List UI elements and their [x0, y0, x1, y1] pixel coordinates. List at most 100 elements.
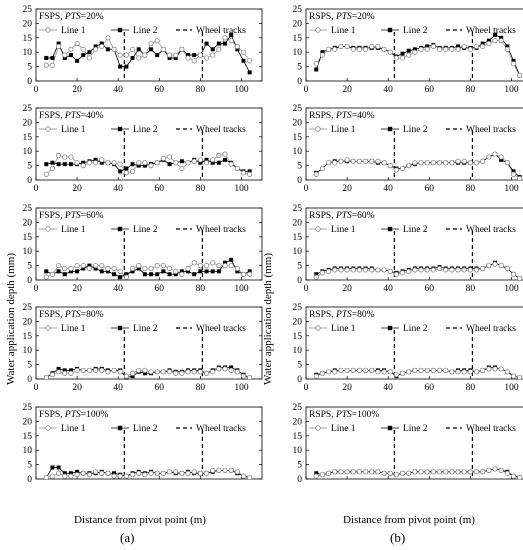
line2-point	[210, 47, 215, 52]
line1-point	[43, 474, 49, 481]
line2-point	[247, 169, 252, 174]
line1-point	[191, 369, 197, 375]
y-tick-label: 0	[27, 375, 32, 385]
line2-point	[499, 157, 504, 162]
legend-line2-marker	[117, 226, 123, 232]
x-tick-label: 60	[425, 383, 435, 393]
line2-point	[142, 272, 147, 277]
x-tick-label: 60	[155, 383, 165, 393]
line1-point	[325, 268, 332, 274]
line2-point	[50, 55, 55, 60]
y-tick-label: 5	[297, 361, 302, 371]
line1-point	[319, 370, 326, 376]
legend-line2-label: Line 2	[403, 424, 428, 434]
line1-point	[49, 165, 56, 172]
x-tick-label: 60	[425, 284, 435, 294]
line1-point	[362, 367, 369, 373]
line1-point	[517, 275, 523, 282]
series-line1	[45, 153, 250, 175]
line1-point	[424, 367, 430, 373]
line1-point	[179, 271, 185, 277]
line1-point	[166, 469, 173, 475]
legend-line1-marker	[45, 425, 51, 431]
line1-point	[117, 268, 123, 274]
y-tick-label: 20	[23, 417, 33, 427]
legend-wheel-label: Wheel tracks	[466, 26, 516, 36]
line1-point	[185, 470, 191, 476]
line1-point	[92, 367, 99, 373]
line1-point	[43, 374, 49, 381]
plot-frame	[305, 8, 523, 82]
legend-line2-marker	[387, 226, 393, 232]
series-line1	[46, 469, 250, 478]
line1-point	[406, 268, 412, 274]
panel-title: RSPS, PTS=40%	[309, 111, 375, 121]
line1-point	[49, 62, 56, 68]
line2-point	[223, 41, 228, 46]
line1-point	[228, 367, 234, 373]
y-tick-label: 20	[293, 19, 303, 29]
legend-line1-label: Line 1	[61, 26, 86, 36]
line1-point	[375, 43, 381, 50]
line1-point	[240, 271, 247, 277]
line1-point	[160, 470, 166, 476]
line1-point	[55, 262, 62, 269]
panel-title: FSPS, PTS=40%	[39, 111, 104, 121]
line1-point	[399, 370, 406, 376]
legend-wheel-label: Wheel tracks	[196, 125, 246, 135]
line1-point	[480, 367, 486, 373]
line1-point	[436, 367, 443, 373]
line2-point	[130, 162, 135, 167]
line1-point	[210, 52, 216, 58]
y-tick-label: 10	[293, 147, 303, 157]
line1-point	[216, 366, 222, 372]
legend-line1-label: Line 1	[61, 424, 86, 434]
line2-point	[216, 41, 221, 46]
line2-point	[68, 269, 73, 274]
line2-point	[235, 269, 240, 274]
y-tick-label: 5	[27, 63, 32, 73]
line1-point	[375, 369, 381, 375]
line1-point	[197, 52, 203, 58]
x-tick-label: 100	[234, 184, 249, 194]
line2-point	[314, 471, 319, 476]
line1-point	[430, 267, 436, 273]
x-tick-label: 0	[34, 383, 39, 393]
legend-line1-marker	[315, 126, 321, 132]
line2-point	[314, 67, 319, 72]
line2-point	[75, 58, 80, 63]
x-tick-label: 100	[234, 284, 249, 294]
line1-point	[197, 157, 203, 163]
line2-point	[112, 471, 117, 476]
line1-point	[222, 366, 228, 372]
line1-point	[332, 160, 338, 166]
y-tick-label: 20	[23, 218, 33, 228]
line2-point	[87, 50, 92, 55]
line1-point	[387, 163, 393, 169]
line1-point	[142, 160, 148, 166]
x-tick-label: 20	[342, 284, 352, 294]
line1-point	[387, 268, 393, 274]
y-tick-label: 25	[23, 5, 33, 15]
legend-line2-marker	[387, 425, 393, 431]
line2-point	[167, 272, 172, 277]
line1-point	[210, 467, 216, 473]
y-tick-label: 15	[293, 34, 303, 44]
line1-point	[362, 158, 369, 164]
series-line2	[46, 259, 250, 278]
line1-point	[142, 367, 148, 373]
line1-point	[504, 46, 510, 52]
line1-point	[99, 470, 105, 476]
line1-point	[197, 470, 203, 476]
line1-point	[412, 469, 418, 475]
y-tick-label: 5	[27, 162, 32, 172]
legend-line2-marker	[387, 27, 393, 33]
line2-point	[62, 471, 67, 476]
line1-point	[350, 367, 356, 373]
line1-point	[332, 46, 338, 52]
legend-line1-label: Line 1	[331, 324, 356, 334]
line1-point	[179, 370, 185, 376]
x-tick-label: 20	[342, 383, 352, 393]
line1-point	[313, 171, 319, 177]
line1-point	[393, 55, 399, 61]
